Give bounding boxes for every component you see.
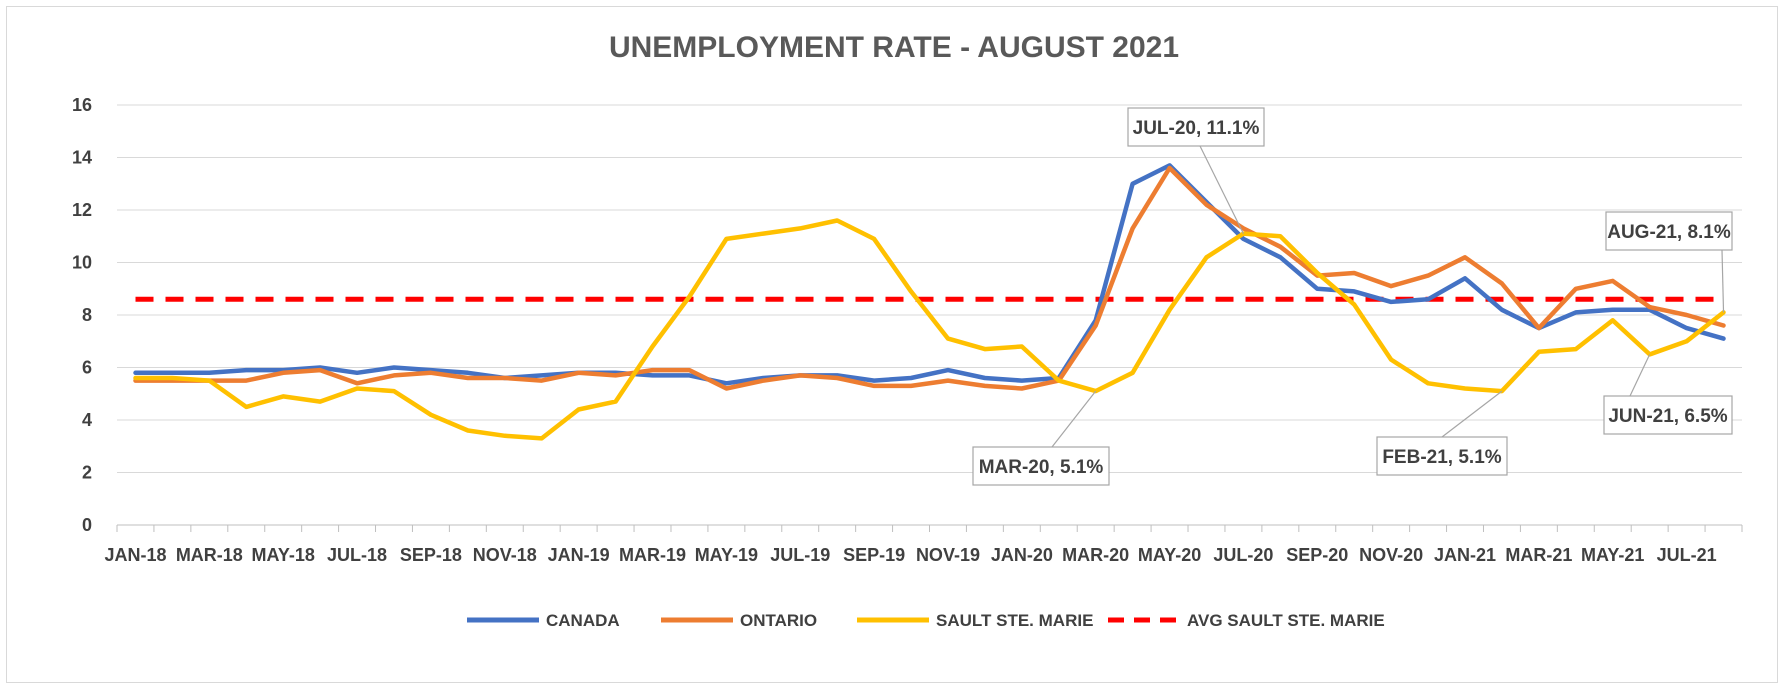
- callout-label: JUN-21, 6.5%: [1608, 406, 1727, 427]
- x-tick-label: SEP-19: [843, 545, 905, 565]
- x-tick-label: MAR-20: [1062, 545, 1129, 565]
- series-line-canada: [133, 163, 1726, 386]
- callout-box: [1603, 395, 1733, 435]
- y-tick-label: 16: [72, 95, 92, 115]
- x-tick-label: JUL-20: [1213, 545, 1273, 565]
- callout-box: [1605, 211, 1733, 251]
- chart-frame: [6, 6, 1778, 683]
- callout-box: [1127, 107, 1265, 147]
- legend-label: CANADA: [546, 611, 620, 630]
- callout-leader-line: [1441, 390, 1503, 438]
- y-tick-label: 14: [72, 148, 92, 168]
- x-tick-label: NOV-20: [1359, 545, 1423, 565]
- series-line-ontario: [133, 165, 1726, 391]
- callout-label: FEB-21, 5.1%: [1382, 447, 1501, 468]
- legend-item: ONTARIO: [661, 611, 817, 630]
- x-tick-label: SEP-18: [400, 545, 462, 565]
- x-axis: JAN-18 MAR-18 MAY-18 JUL-18 SEP-18 NOV-18 JAN-…: [104, 524, 1743, 565]
- y-tick-label: 6: [82, 358, 92, 378]
- x-tick-label: MAR-21: [1505, 545, 1572, 565]
- data-callout: JUN-21, 6.5%: [1603, 354, 1733, 435]
- x-tick-label: MAY-19: [695, 545, 758, 565]
- y-tick-label: 0: [82, 515, 92, 535]
- callout-box: [972, 446, 1110, 486]
- series-line-sault-ste-marie: [133, 218, 1726, 441]
- legend-item: CANADA: [467, 611, 620, 630]
- legend-label: SAULT STE. MARIE: [936, 611, 1093, 630]
- x-tick-label: MAY-21: [1581, 545, 1644, 565]
- callout-box: [1376, 436, 1508, 476]
- series-layer: [133, 163, 1726, 441]
- x-tick-label: JAN-19: [548, 545, 610, 565]
- legend-label: ONTARIO: [740, 611, 817, 630]
- chart-title: UNEMPLOYMENT RATE - AUGUST 2021: [609, 31, 1179, 64]
- y-tick-label: 2: [82, 463, 92, 483]
- callout-label: MAR-20, 5.1%: [979, 457, 1104, 478]
- legend-item: SAULT STE. MARIE: [857, 611, 1093, 630]
- legend: CANADA ONTARIO SAULT STE. MARIE AVG SAULT S…: [467, 611, 1385, 630]
- legend-label: AVG SAULT STE. MARIE: [1187, 611, 1385, 630]
- x-tick-label: MAR-19: [619, 545, 686, 565]
- x-tick-label: MAR-18: [176, 545, 243, 565]
- y-tick-label: 12: [72, 200, 92, 220]
- y-tick-label: 8: [82, 305, 92, 325]
- x-tick-label: JUL-19: [770, 545, 830, 565]
- x-tick-label: SEP-20: [1286, 545, 1348, 565]
- x-tick-label: MAY-20: [1138, 545, 1201, 565]
- callout-leader-line: [1721, 249, 1725, 313]
- callout-label: JUL-20, 11.1%: [1133, 118, 1260, 139]
- data-callout: AUG-21, 8.1%: [1605, 211, 1733, 313]
- data-callout: MAR-20, 5.1%: [972, 390, 1110, 486]
- x-tick-label: JAN-18: [104, 545, 166, 565]
- annotation-layer: JUL-20, 11.1% MAR-20, 5.1% FEB-21, 5.1% AUG…: [972, 107, 1733, 486]
- callout-leader-line: [1051, 390, 1097, 448]
- x-tick-label: NOV-18: [473, 545, 537, 565]
- x-tick-label: MAY-18: [252, 545, 315, 565]
- data-callout: JUL-20, 11.1%: [1127, 107, 1265, 234]
- y-tick-label: 10: [72, 253, 92, 273]
- callout-label: AUG-21, 8.1%: [1607, 222, 1731, 243]
- callout-leader-line: [1629, 354, 1651, 397]
- legend-item: AVG SAULT STE. MARIE: [1108, 611, 1385, 630]
- data-callout: FEB-21, 5.1%: [1376, 390, 1508, 476]
- x-tick-label: JUL-21: [1657, 545, 1717, 565]
- x-tick-label: JUL-18: [327, 545, 387, 565]
- y-axis: 0 2 4 6 8 10 12 14 16: [72, 95, 92, 535]
- callout-leader-line: [1199, 145, 1244, 234]
- y-tick-label: 4: [82, 410, 92, 430]
- x-tick-label: JAN-20: [991, 545, 1053, 565]
- x-tick-label: JAN-21: [1434, 545, 1496, 565]
- x-tick-label: NOV-19: [916, 545, 980, 565]
